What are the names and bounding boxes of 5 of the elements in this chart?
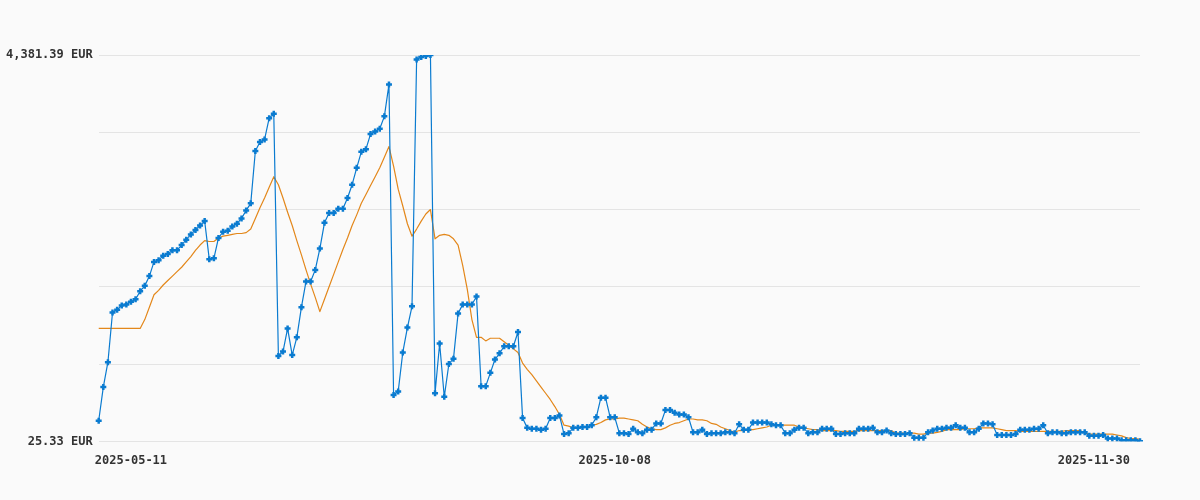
y-tick-label: 4,381.39 EUR bbox=[5, 47, 94, 62]
x-tick-label: 2025-10-08 bbox=[578, 452, 651, 467]
x-tick-label: 2025-11-30 bbox=[1057, 452, 1131, 467]
x-tick-label: 2025-05-11 bbox=[94, 452, 168, 467]
y-tick-label: 25.33 EUR bbox=[27, 433, 94, 448]
